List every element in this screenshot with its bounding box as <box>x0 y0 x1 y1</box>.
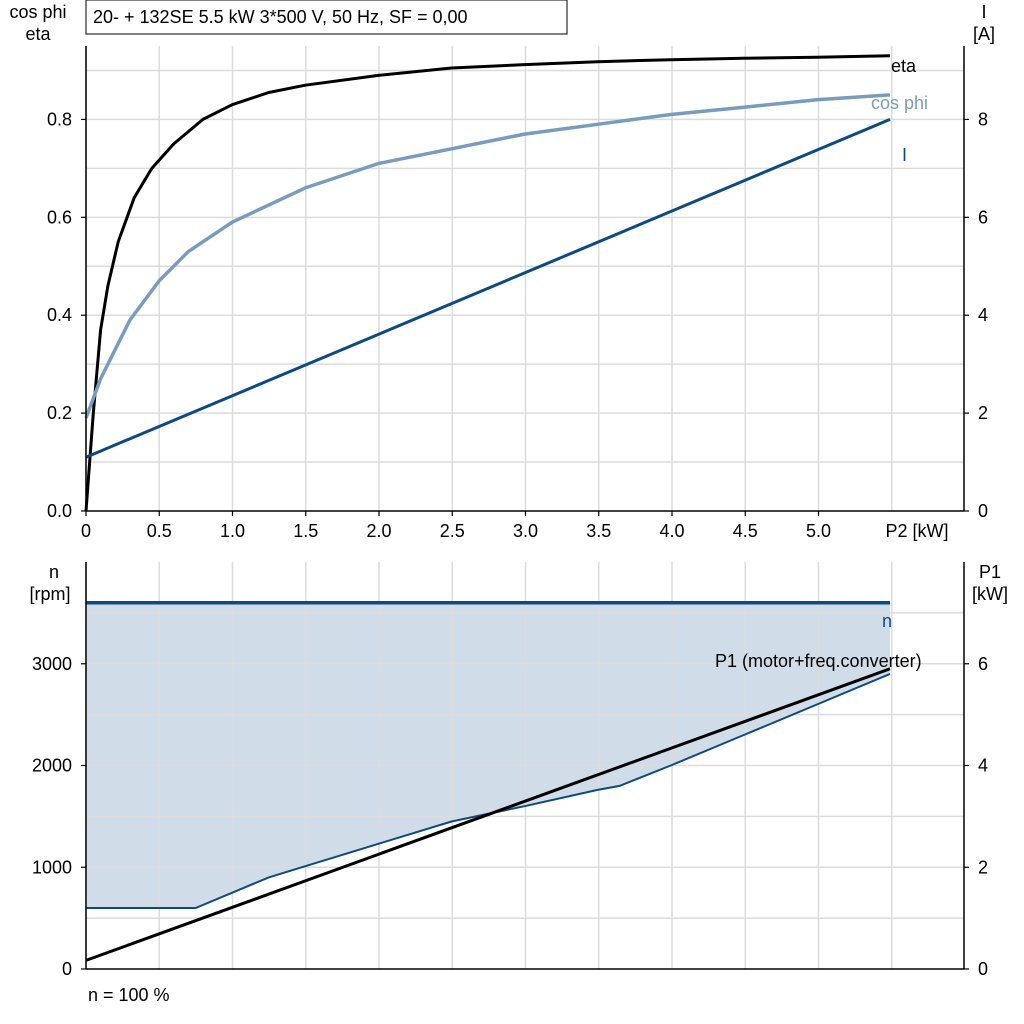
speed-label: n <box>882 611 892 631</box>
top-right-tick-label: 6 <box>978 207 988 227</box>
top-right-tick-label: 0 <box>978 501 988 521</box>
top-right-axis-title-line1: I <box>981 2 986 22</box>
series-eta <box>84 54 891 512</box>
bottom-left-tick-label: 0 <box>62 959 72 979</box>
top-x-tick-label: 5.0 <box>806 521 831 541</box>
top-x-tick-label: 4.5 <box>733 521 758 541</box>
chart-title: 20- + 132SE 5.5 kW 3*500 V, 50 Hz, SF = … <box>85 0 568 35</box>
top-x-tick-label: 0 <box>81 521 91 541</box>
top-x-tick-label: 4.0 <box>659 521 684 541</box>
speed-range-area <box>86 602 890 908</box>
speed-range-fill <box>86 602 890 908</box>
top-left-tick-label: 0.4 <box>47 305 72 325</box>
bottom-right-tick-label: 0 <box>978 959 988 979</box>
top-x-tick-label: 3.0 <box>513 521 538 541</box>
bottom-left-tick-label: 2000 <box>32 756 72 776</box>
top-plot-grid <box>85 46 964 511</box>
bottom-right-axis-title-line1: P1 <box>979 562 1001 582</box>
bottom-left-tick-label: 1000 <box>32 857 72 877</box>
top-x-axis-title: P2 [kW] <box>885 521 948 541</box>
bottom-left-tick-label: 3000 <box>32 654 72 674</box>
top-x-tick-label: 1.0 <box>220 521 245 541</box>
series-p1 <box>85 667 891 962</box>
cos-phi-label: cos phi <box>871 93 928 113</box>
top-x-tick-label: 3.5 <box>586 521 611 541</box>
top-left-tick-label: 0.0 <box>47 501 72 521</box>
tick-labels: 0 0.5 1.0 1.5 2.0 2.5 3.0 3.5 4.0 4.5 5.0 0.0 0.2 0.4… <box>32 109 988 979</box>
series-cos-phi <box>84 93 891 419</box>
chart-title-text: 20- + 132SE 5.5 kW 3*500 V, 50 Hz, SF = … <box>93 7 468 27</box>
top-right-tick-label: 4 <box>978 305 988 325</box>
top-left-tick-label: 0.6 <box>47 207 72 227</box>
bottom-right-axis-title-line2: [kW] <box>972 584 1008 604</box>
bottom-left-axis-title-line2: [rpm] <box>29 584 70 604</box>
top-left-tick-label: 0.8 <box>47 109 72 129</box>
bottom-right-tick-label: 2 <box>978 857 988 877</box>
top-left-axis-title-line1: cos phi <box>9 2 66 22</box>
top-x-tick-label: 2.5 <box>440 521 465 541</box>
top-right-axis-title-line2: [A] <box>973 24 995 44</box>
current-label: I <box>902 145 907 165</box>
top-right-tick-label: 8 <box>978 109 988 129</box>
series-i <box>85 118 891 459</box>
top-right-tick-label: 2 <box>978 403 988 423</box>
plot-axes <box>81 46 969 970</box>
top-left-axis-title-line2: eta <box>25 24 51 44</box>
top-x-tick-label: 1.5 <box>293 521 318 541</box>
bottom-left-axis-title-line1: n <box>49 562 59 582</box>
top-x-tick-label: 2.0 <box>366 521 391 541</box>
top-x-tick-label: 0.5 <box>147 521 172 541</box>
bottom-right-tick-label: 4 <box>978 756 988 776</box>
bottom-right-tick-label: 6 <box>978 654 988 674</box>
top-left-tick-label: 0.2 <box>47 403 72 423</box>
speed-percent-note: n = 100 % <box>88 985 170 1005</box>
eta-label: eta <box>891 56 917 76</box>
bottom-plot-grid <box>85 562 964 969</box>
top-plot-series <box>84 54 891 512</box>
p1-label: P1 (motor+freq.converter) <box>715 651 922 671</box>
